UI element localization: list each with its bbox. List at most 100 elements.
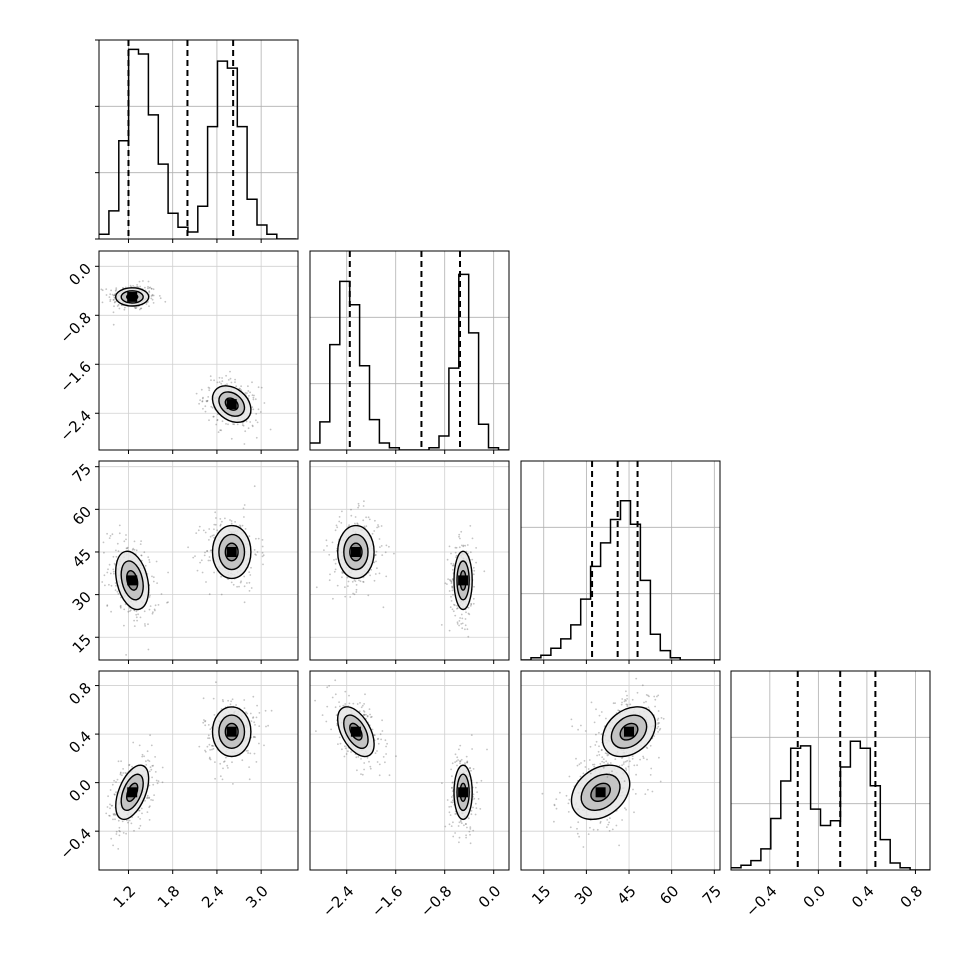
sample-point: [152, 611, 154, 614]
sample-point: [242, 507, 245, 510]
sample-point: [476, 791, 478, 793]
sample-point: [621, 701, 623, 704]
sample-point: [451, 786, 453, 789]
sample-point: [464, 618, 467, 620]
sample-point: [455, 546, 458, 549]
sample-point: [374, 752, 377, 754]
sample-point: [385, 544, 388, 547]
sample-point: [209, 758, 212, 761]
sample-point: [246, 392, 248, 394]
sample-point: [241, 524, 244, 527]
sample-point: [631, 755, 634, 757]
sample-point: [243, 443, 246, 445]
sample-point: [256, 704, 258, 707]
sample-point: [338, 520, 341, 523]
sample-point: [198, 402, 201, 405]
x-tick-label: 0.4: [848, 882, 878, 912]
sample-point: [357, 506, 359, 509]
sample-point: [101, 301, 104, 304]
sample-point: [164, 300, 167, 303]
x-tick-label: 30: [571, 882, 597, 908]
sample-point: [213, 534, 215, 536]
sample-point: [119, 771, 122, 774]
sample-point: [129, 284, 132, 287]
sample-point: [246, 582, 248, 584]
sample-point: [227, 767, 229, 769]
sample-point: [384, 551, 387, 554]
sample-point: [636, 764, 638, 767]
sample-point: [141, 812, 143, 815]
sample-point: [654, 705, 656, 708]
sample-point: [133, 540, 136, 543]
sample-point: [147, 301, 149, 303]
sample-point: [382, 606, 385, 609]
sample-point: [629, 760, 631, 763]
sample-point: [601, 756, 604, 759]
sample-point: [648, 695, 650, 698]
sample-point: [208, 387, 211, 389]
sample-point: [261, 545, 264, 548]
sample-point: [105, 294, 108, 296]
sample-point: [139, 616, 142, 619]
sample-point: [375, 560, 377, 563]
x-tick-label: −0.8: [417, 882, 455, 920]
sample-point: [598, 714, 601, 717]
sample-point: [618, 844, 620, 847]
sample-point: [469, 767, 471, 770]
sample-point: [374, 573, 377, 575]
sample-point: [255, 554, 257, 556]
sample-point: [593, 763, 596, 766]
sample-point: [245, 750, 248, 752]
sample-point: [152, 783, 155, 786]
sample-point: [231, 761, 233, 764]
sample-point: [341, 576, 343, 579]
sample-point: [261, 539, 264, 541]
sample-point: [612, 702, 615, 705]
y-tick-label: −0.8: [57, 309, 95, 347]
x-tick-label: 0.0: [475, 882, 505, 912]
sample-point: [460, 822, 463, 824]
sample-point: [116, 542, 119, 545]
sample-point: [208, 419, 210, 422]
density-peak: [624, 726, 634, 737]
sample-point: [219, 518, 222, 520]
sample-point: [470, 769, 472, 772]
sample-point: [149, 605, 152, 607]
sample-point: [243, 601, 246, 604]
sample-point: [328, 685, 330, 687]
sample-point: [459, 617, 461, 619]
sample-point: [224, 517, 226, 520]
sample-point: [217, 431, 220, 433]
sample-point: [464, 762, 466, 764]
sample-point: [115, 833, 118, 835]
sample-point: [256, 551, 259, 553]
sample-point: [374, 554, 377, 556]
sample-point: [248, 778, 251, 781]
sample-point: [225, 756, 227, 759]
sample-point: [202, 697, 205, 700]
sample-point: [220, 593, 223, 596]
sample-point: [458, 535, 460, 538]
sample-point: [599, 820, 602, 823]
sample-point: [145, 764, 148, 766]
sample-point: [449, 606, 452, 609]
sample-point: [483, 570, 486, 573]
sample-point: [204, 749, 206, 752]
sample-point: [385, 753, 387, 755]
sample-point: [258, 725, 261, 727]
sample-point: [375, 550, 378, 553]
sample-point: [116, 778, 119, 781]
sample-point: [137, 613, 140, 616]
sample-point: [210, 405, 213, 408]
sample-point: [116, 305, 119, 307]
sample-point: [127, 821, 129, 824]
sample-point: [440, 624, 443, 626]
sample-point: [609, 817, 611, 819]
sample-point: [451, 799, 454, 802]
panel-3-1: −2.4 −1.6 −0.8 0.0: [309, 670, 510, 921]
sample-point: [213, 571, 216, 574]
sample-point: [360, 773, 362, 775]
sample-point: [225, 423, 227, 425]
sample-point: [635, 773, 637, 776]
sample-point: [347, 585, 349, 587]
